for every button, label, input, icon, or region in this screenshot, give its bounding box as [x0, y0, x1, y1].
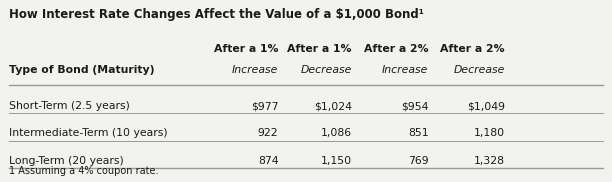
Text: 769: 769 — [408, 156, 428, 166]
Text: Decrease: Decrease — [300, 65, 352, 75]
Text: 874: 874 — [258, 156, 278, 166]
Text: $977: $977 — [251, 101, 278, 111]
Text: How Interest Rate Changes Affect the Value of a $1,000 Bond¹: How Interest Rate Changes Affect the Val… — [9, 8, 424, 21]
Text: Increase: Increase — [382, 65, 428, 75]
Text: $954: $954 — [401, 101, 428, 111]
Text: After a 1%: After a 1% — [214, 44, 278, 54]
Text: $1,024: $1,024 — [314, 101, 352, 111]
Text: 1 Assuming a 4% coupon rate.: 1 Assuming a 4% coupon rate. — [9, 166, 159, 176]
Text: 851: 851 — [408, 128, 428, 138]
Text: Type of Bond (Maturity): Type of Bond (Maturity) — [9, 65, 155, 75]
Text: After a 1%: After a 1% — [288, 44, 352, 54]
Text: 922: 922 — [258, 128, 278, 138]
Text: After a 2%: After a 2% — [440, 44, 505, 54]
Text: Short-Term (2.5 years): Short-Term (2.5 years) — [9, 101, 130, 111]
Text: Decrease: Decrease — [453, 65, 505, 75]
Text: Intermediate-Term (10 years): Intermediate-Term (10 years) — [9, 128, 168, 138]
Text: 1,086: 1,086 — [321, 128, 352, 138]
Text: After a 2%: After a 2% — [364, 44, 428, 54]
Text: 1,328: 1,328 — [474, 156, 505, 166]
Text: Long-Term (20 years): Long-Term (20 years) — [9, 156, 124, 166]
Text: $1,049: $1,049 — [467, 101, 505, 111]
Text: 1,150: 1,150 — [321, 156, 352, 166]
Text: Increase: Increase — [232, 65, 278, 75]
Text: 1,180: 1,180 — [474, 128, 505, 138]
